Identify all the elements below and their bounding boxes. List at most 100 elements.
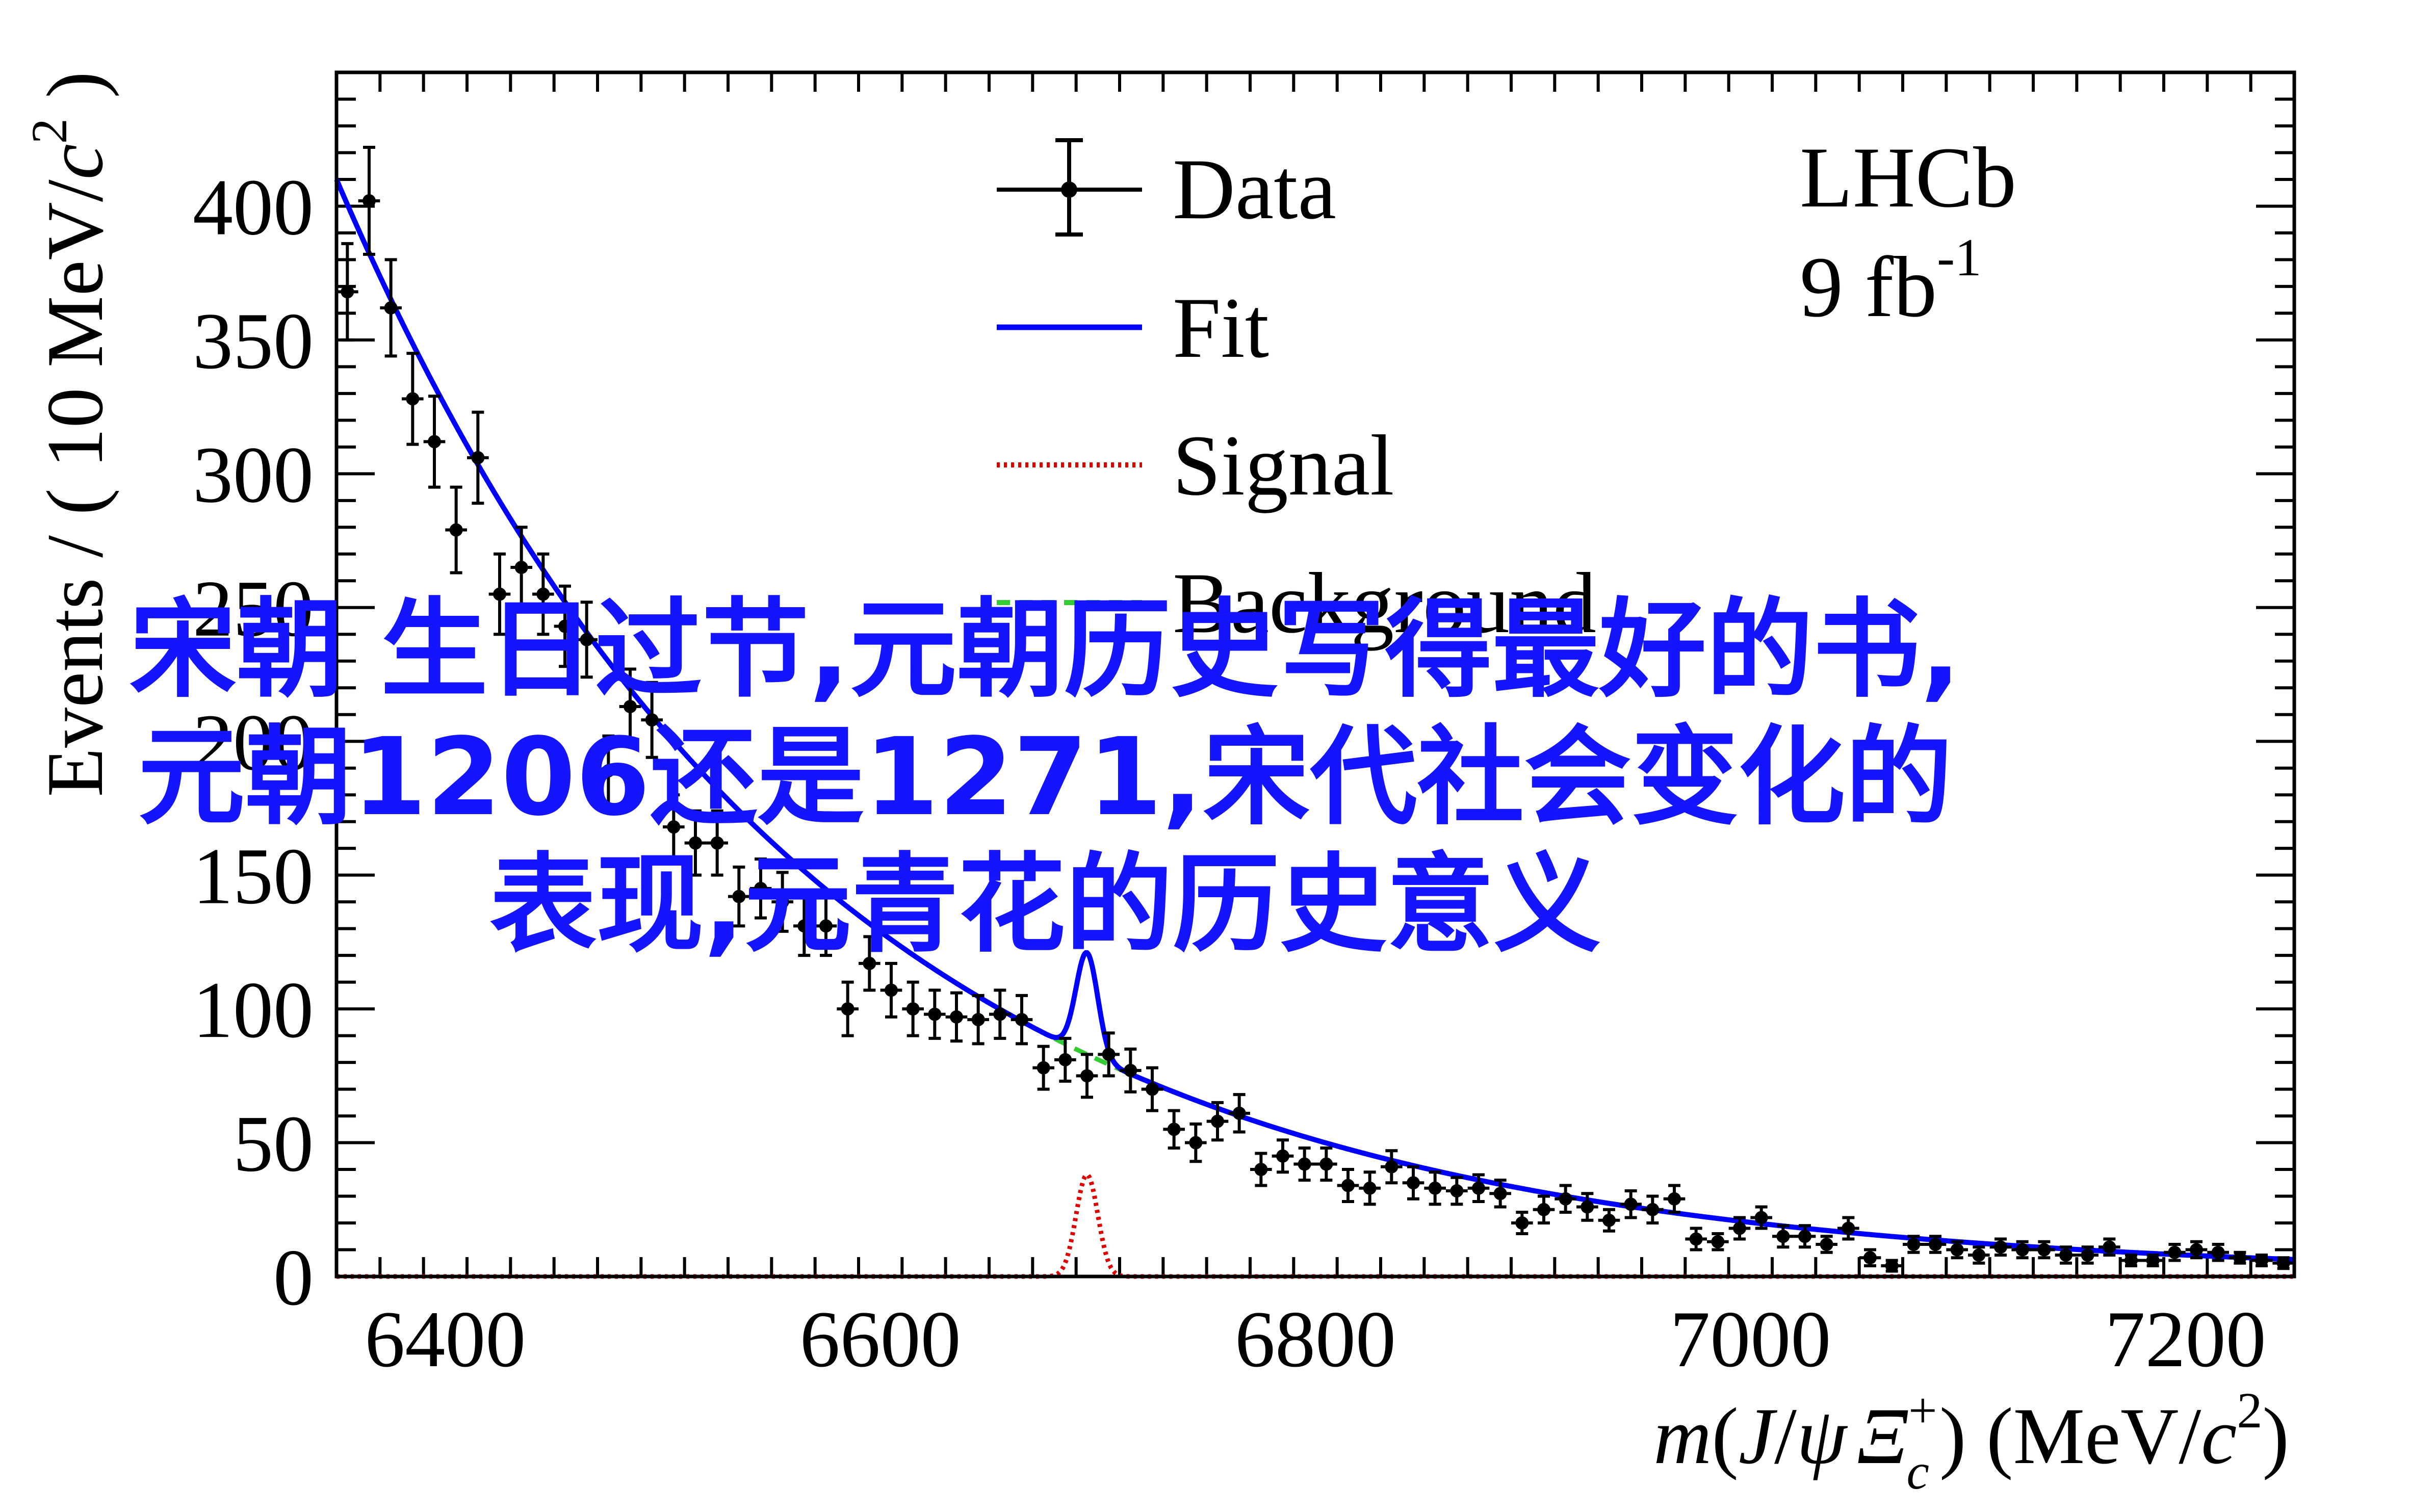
y-tick-label: 300 (193, 430, 314, 519)
data-point (2142, 1254, 2164, 1268)
data-marker (950, 1010, 963, 1024)
legend-item-background: Background (997, 555, 1596, 651)
data-point (1337, 1168, 1359, 1204)
data-marker (1776, 1230, 1790, 1243)
data-marker (2233, 1251, 2247, 1265)
data-marker (906, 1002, 920, 1016)
data-point (619, 667, 641, 746)
data-marker (471, 451, 485, 464)
data-point (1533, 1194, 1555, 1225)
data-point (598, 734, 619, 807)
data-points-layer (336, 145, 2294, 1273)
data-marker (928, 1007, 942, 1021)
data-marker (1450, 1184, 1464, 1198)
data-marker (1646, 1203, 1660, 1216)
signal-curve (336, 1172, 2294, 1279)
data-point (1772, 1224, 1794, 1249)
data-marker (1211, 1114, 1224, 1128)
data-marker (449, 523, 463, 537)
data-point (684, 809, 707, 877)
data-point (793, 895, 815, 957)
data-marker (645, 713, 659, 727)
data-marker (2059, 1248, 2073, 1262)
data-point (467, 410, 489, 505)
data-marker (2276, 1256, 2290, 1270)
y-tick-label: 200 (193, 698, 314, 787)
data-marker (1820, 1238, 1833, 1252)
data-marker (2103, 1240, 2116, 1254)
data-marker (428, 435, 441, 449)
data-marker (1863, 1251, 1877, 1265)
y-tick-label: 100 (193, 966, 314, 1055)
y-tick-label: 400 (193, 163, 314, 252)
data-marker (1559, 1192, 1572, 1206)
data-marker (863, 956, 876, 970)
data-point (1272, 1138, 1294, 1174)
data-marker (1907, 1238, 1921, 1252)
data-marker (754, 881, 767, 895)
experiment-label: LHCb (1800, 129, 2016, 225)
data-marker (384, 301, 398, 315)
data-point (1054, 1036, 1076, 1083)
data-marker (558, 619, 572, 633)
data-point (1185, 1122, 1207, 1163)
y-axis-label: Events / ( 10 MeV/c2 ) (21, 71, 120, 797)
data-point (2207, 1243, 2229, 1262)
data-marker (1080, 1069, 1094, 1083)
curves-layer (334, 178, 2295, 1279)
data-marker (1515, 1216, 1529, 1230)
legend-item-signal: Signal (997, 418, 1394, 513)
data-point (1489, 1179, 1511, 1209)
data-point (1141, 1066, 1163, 1112)
data-point (2011, 1240, 2033, 1260)
y-tick-label: 350 (193, 297, 314, 386)
data-point (749, 857, 772, 920)
data-marker (536, 587, 550, 601)
data-marker (1472, 1181, 1485, 1195)
data-marker (841, 1002, 854, 1016)
data-point (2055, 1245, 2077, 1265)
data-point (1903, 1235, 1925, 1254)
data-point (1250, 1152, 1272, 1187)
data-point (1837, 1216, 1859, 1241)
y-tick-label: 250 (193, 564, 314, 654)
data-point (380, 258, 402, 358)
data-marker (1798, 1230, 1811, 1243)
data-marker (1493, 1187, 1507, 1201)
data-point (1946, 1240, 1968, 1260)
data-marker (1015, 1013, 1028, 1027)
x-axis-label: m(J/ψ Ξ+ c) (MeV/c2) (1653, 1382, 2289, 1500)
data-marker (2146, 1254, 2160, 1267)
data-marker (1037, 1061, 1050, 1075)
data-marker (1668, 1192, 1681, 1206)
data-marker (732, 890, 746, 903)
data-marker (1602, 1213, 1616, 1227)
data-point (2033, 1240, 2055, 1260)
data-marker (667, 820, 681, 834)
data-marker (971, 1013, 985, 1027)
data-point (641, 681, 663, 759)
data-point (423, 395, 446, 489)
data-point (1228, 1093, 1250, 1134)
data-point (1424, 1170, 1446, 1206)
luminosity-label: 9 fb-1 (1800, 227, 1982, 335)
plot-frame (334, 70, 2296, 1279)
data-marker (1276, 1149, 1289, 1163)
data-marker (2015, 1243, 2029, 1257)
data-point (336, 242, 358, 342)
y-tick-labels: 0 50 100 150 200 250 300 350 400 (193, 163, 314, 1322)
data-point (1685, 1227, 1707, 1252)
data-point (967, 994, 989, 1046)
data-point (1293, 1146, 1315, 1182)
data-marker (1733, 1221, 1746, 1235)
data-point (815, 895, 837, 957)
data-point (1359, 1170, 1381, 1206)
data-marker (885, 983, 898, 997)
data-marker (2037, 1243, 2051, 1257)
y-tick-label: 0 (273, 1233, 314, 1322)
data-marker (1385, 1160, 1398, 1174)
data-point (2077, 1245, 2099, 1265)
data-marker (1581, 1200, 1594, 1214)
data-marker (1254, 1163, 1268, 1177)
data-marker (1189, 1136, 1203, 1150)
